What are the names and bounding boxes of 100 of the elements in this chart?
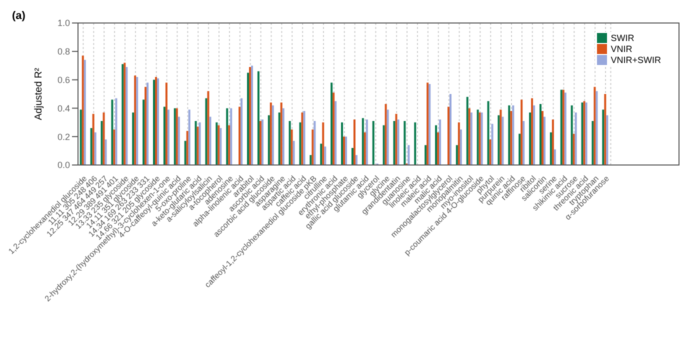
bar — [115, 98, 118, 165]
bar — [330, 82, 333, 165]
bar — [468, 108, 470, 165]
bar — [184, 140, 186, 165]
bar — [533, 105, 536, 165]
bar — [220, 128, 222, 165]
bar — [397, 120, 400, 165]
bar — [167, 110, 170, 165]
bar — [456, 145, 458, 165]
legend-label: SWIR — [610, 33, 634, 43]
bar — [393, 120, 396, 165]
bar — [437, 132, 440, 165]
bar — [541, 111, 544, 165]
bar — [142, 100, 145, 165]
bar — [460, 130, 462, 165]
bar — [466, 96, 468, 165]
bar — [362, 118, 364, 165]
bar — [207, 91, 210, 165]
bar — [312, 130, 314, 165]
bar — [449, 94, 452, 165]
bar — [355, 155, 358, 165]
bar — [290, 130, 293, 165]
bar — [188, 110, 190, 165]
bar — [602, 110, 604, 165]
bar — [144, 86, 147, 165]
bar — [384, 104, 387, 165]
legend-label: VNIR+SWIR — [610, 55, 661, 65]
bar — [198, 122, 201, 165]
bar — [240, 98, 243, 165]
y-tick-label: 0.8 — [57, 46, 70, 57]
bar — [218, 125, 220, 165]
bar — [102, 112, 105, 165]
bar — [205, 98, 208, 165]
bar — [100, 120, 103, 165]
bar — [209, 116, 212, 165]
bar — [594, 86, 596, 165]
bar — [146, 82, 149, 165]
legend-label: VNIR — [610, 44, 632, 54]
bar — [512, 105, 514, 165]
bar — [334, 101, 337, 165]
bar — [257, 71, 260, 165]
bar — [408, 145, 410, 165]
y-axis-title: Adjusted R² — [34, 67, 45, 120]
bar — [489, 139, 492, 165]
bar — [592, 120, 594, 165]
bar — [502, 116, 504, 165]
bar — [247, 72, 250, 165]
bar — [80, 110, 82, 165]
bar — [132, 112, 134, 165]
bar — [186, 130, 188, 165]
bar — [500, 110, 502, 165]
bar — [90, 128, 92, 165]
bar — [282, 108, 284, 165]
bar — [104, 139, 107, 165]
bar — [163, 106, 166, 165]
bar — [395, 114, 398, 165]
bar — [518, 134, 521, 165]
bar — [288, 120, 291, 165]
bar — [564, 92, 566, 165]
bar — [476, 110, 479, 165]
bar — [226, 108, 228, 165]
bar — [552, 120, 554, 165]
bar — [320, 144, 322, 165]
bar — [554, 149, 556, 165]
bar — [299, 122, 302, 165]
chart-title: (a) — [12, 10, 26, 22]
bar — [424, 145, 427, 165]
bar — [196, 126, 199, 165]
bar — [270, 102, 272, 165]
bar — [314, 120, 316, 165]
bar — [470, 112, 472, 165]
bar — [372, 120, 374, 165]
y-tick-label: 0.4 — [57, 103, 70, 114]
bar — [529, 112, 532, 165]
bar — [386, 110, 389, 165]
bar — [570, 105, 573, 165]
bar — [572, 134, 575, 165]
bar — [382, 125, 385, 165]
bar — [322, 122, 324, 165]
bar — [414, 122, 416, 165]
bar — [353, 120, 356, 165]
bar — [332, 92, 335, 165]
bar — [272, 105, 274, 165]
y-tick-label: 0.0 — [57, 160, 70, 170]
bar — [366, 120, 368, 165]
bar — [550, 132, 552, 165]
bar — [165, 82, 168, 165]
bar — [539, 104, 542, 165]
bar — [278, 112, 280, 165]
bar — [435, 125, 438, 165]
y-tick-label: 0.6 — [57, 74, 70, 85]
bar — [510, 111, 512, 165]
bar — [92, 114, 94, 165]
bar — [126, 67, 128, 165]
bar — [216, 122, 218, 165]
bar — [153, 80, 155, 165]
bar — [178, 116, 180, 165]
bar — [531, 98, 534, 165]
y-tick-label: 1.0 — [57, 18, 70, 28]
bar — [341, 122, 344, 165]
